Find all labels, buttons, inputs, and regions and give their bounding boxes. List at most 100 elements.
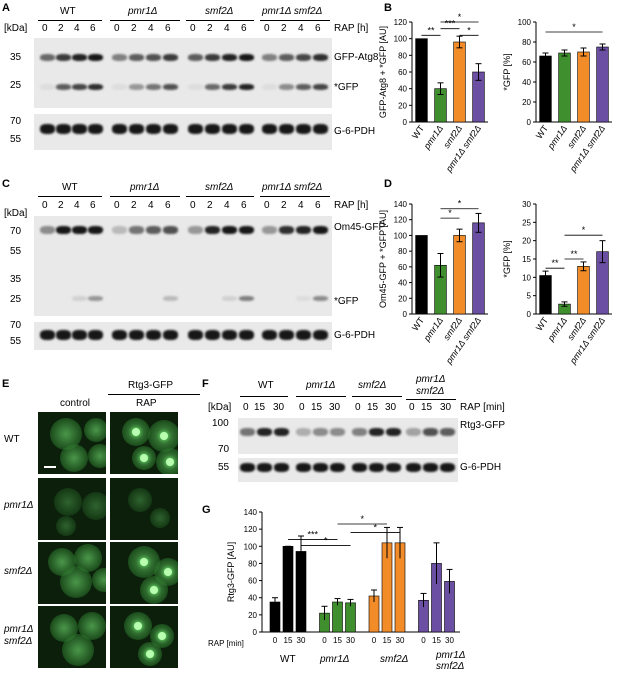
rap-min-axis-label: RAP [min] (208, 639, 244, 648)
row-label-pmr1: pmr1Δ (4, 500, 34, 511)
y-tick-label: 10 (522, 273, 531, 282)
panel-label-b: B (384, 2, 392, 14)
y-tick-label: 0 (527, 310, 532, 319)
band-free-gfp (222, 84, 237, 90)
bar (577, 51, 590, 123)
y-tick-label: 60 (398, 68, 407, 77)
band-g6pdh (262, 330, 277, 340)
band-gfp-atg8 (188, 54, 203, 61)
band-free-gfp (88, 296, 103, 301)
y-tick-label: 80 (248, 559, 257, 568)
x-tick-label: 0 (421, 636, 426, 645)
marker-55: 55 (10, 336, 22, 347)
y-axis-label: *GFP [%] (502, 240, 512, 277)
band-om45-gfp (72, 226, 87, 234)
band-g6pdh (163, 330, 178, 340)
strain-label-double: pmr1Δ smf2Δ (262, 6, 323, 17)
y-tick-label: 5 (527, 292, 532, 301)
band-rtg3-gfp (240, 428, 255, 436)
band-g6pdh (222, 330, 237, 340)
nucleus (160, 432, 168, 440)
band-free-gfp (296, 296, 311, 301)
row-label-double-1: pmr1Δ (4, 624, 34, 635)
y-tick-label: 100 (244, 542, 258, 551)
y-tick-label: 120 (394, 18, 408, 27)
band-om45-gfp (56, 226, 71, 234)
band-g6pdh (279, 330, 294, 340)
band-g6pdh (330, 463, 345, 472)
band-free-gfp (205, 84, 220, 90)
marker-35: 35 (10, 52, 22, 63)
x-tick-label: 15 (383, 636, 392, 645)
significance-star: ** (570, 249, 578, 259)
band-g6pdh (262, 124, 277, 134)
x-tick-label: pmr1Δ (545, 315, 569, 343)
x-tick-label: WT (410, 123, 427, 141)
panel-label-f: F (202, 378, 209, 390)
bar (345, 602, 356, 633)
band-g6pdh (406, 463, 421, 472)
band-free-gfp (129, 84, 144, 90)
band-free-gfp (296, 84, 311, 90)
band-g6pdh (369, 463, 384, 472)
band-g6pdh (440, 463, 455, 472)
band-free-gfp (188, 84, 203, 90)
band-gfp-atg8 (112, 54, 127, 61)
microscopy-image (110, 606, 178, 668)
band-om45-gfp (40, 226, 55, 234)
band-rtg3-gfp (296, 428, 311, 436)
band-gfp-atg8 (313, 54, 328, 61)
y-tick-label: 0 (253, 628, 258, 637)
yeast-cell (60, 566, 92, 598)
band-gfp-atg8 (146, 54, 161, 61)
y-tick-label: 0 (403, 118, 408, 127)
microscopy-image (110, 412, 178, 474)
col-label-rap: RAP (136, 398, 157, 409)
band-om45-gfp (279, 226, 294, 234)
band-g6pdh (72, 330, 87, 340)
band-om45-gfp (205, 226, 220, 234)
y-axis-label: Om45-GFP + *GFP [AU] (378, 210, 388, 308)
band-gfp-atg8 (56, 54, 71, 61)
band-g6pdh (112, 124, 127, 134)
band-g6pdh (56, 124, 71, 134)
nucleus (146, 650, 154, 658)
kda-label: [kDa] (4, 23, 28, 34)
band-rtg3-gfp (352, 428, 367, 436)
significance-star: * (360, 514, 364, 524)
bar (269, 601, 281, 633)
band-om45-gfp (296, 226, 311, 234)
band-g6pdh (240, 463, 255, 472)
y-tick-label: 60 (398, 263, 407, 272)
nucleus (140, 454, 148, 462)
band-g6pdh (163, 124, 178, 134)
yeast-cell (150, 508, 170, 528)
band-g6pdh (386, 463, 401, 472)
band-g6pdh (296, 463, 311, 472)
band-g6pdh (296, 330, 311, 340)
band-g6pdh (296, 124, 311, 134)
band-gfp-atg8 (296, 54, 311, 61)
y-tick-label: 40 (398, 85, 407, 94)
x-tick-label: 0 (372, 636, 377, 645)
bar (332, 601, 343, 633)
band-free-gfp (88, 84, 103, 90)
panel-label-g: G (202, 504, 211, 516)
marker-35: 35 (10, 274, 22, 285)
x-tick-label: WT (410, 315, 427, 333)
bar (596, 46, 609, 123)
strain-label-double: pmr1Δ smf2Δ (262, 182, 323, 193)
band-om45-gfp (146, 226, 161, 234)
band-g6pdh (146, 330, 161, 340)
yeast-cell (88, 444, 106, 468)
y-tick-label: 120 (394, 216, 408, 225)
rap-h-label: RAP [h] (334, 200, 369, 211)
band-g6pdh (313, 124, 328, 134)
kda-label: [kDa] (208, 402, 232, 413)
panel-label-a: A (2, 2, 10, 14)
x-tick-label: 0 (322, 636, 327, 645)
band-om45-gfp (262, 226, 277, 234)
x-tick-label: 30 (346, 636, 355, 645)
x-tick-label: pmr1Δ (421, 123, 445, 151)
microscopy-image (38, 606, 106, 668)
